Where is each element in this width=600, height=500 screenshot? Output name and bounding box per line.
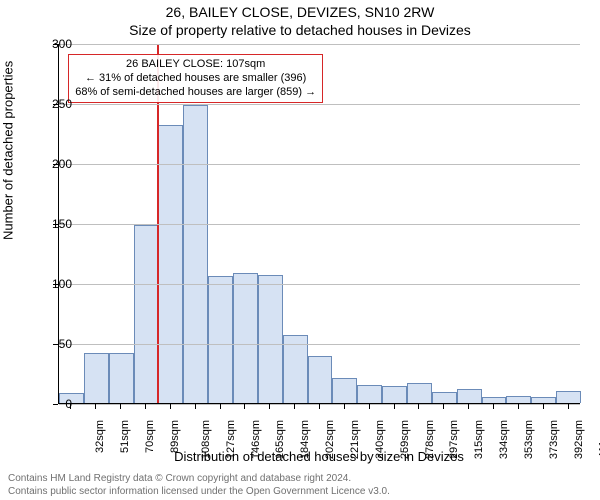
y-tick-label: 150 <box>32 217 72 231</box>
histogram-bar <box>407 383 432 403</box>
y-axis-label: Number of detached properties <box>1 61 16 240</box>
x-tick-mark <box>394 404 395 409</box>
x-tick-mark <box>493 404 494 409</box>
chart-title-main: 26, BAILEY CLOSE, DEVIZES, SN10 2RW <box>0 4 600 20</box>
histogram-bar <box>432 392 457 403</box>
gridline-h <box>59 344 580 345</box>
y-tick-label: 100 <box>32 277 72 291</box>
x-axis-label: Distribution of detached houses by size … <box>58 449 580 464</box>
histogram-bar <box>84 353 109 403</box>
x-tick-mark <box>220 404 221 409</box>
x-tick-mark <box>568 404 569 409</box>
histogram-bar <box>308 356 333 403</box>
histogram-bar <box>208 276 233 403</box>
x-tick-mark <box>468 404 469 409</box>
y-tick-label: 200 <box>32 157 72 171</box>
footer-attribution: Contains HM Land Registry data © Crown c… <box>8 472 592 498</box>
histogram-bar <box>506 396 531 403</box>
histogram-bar <box>556 391 581 403</box>
histogram-bar <box>457 389 482 403</box>
gridline-h <box>59 164 580 165</box>
x-tick-mark <box>170 404 171 409</box>
y-tick-label: 50 <box>32 337 72 351</box>
x-tick-mark <box>543 404 544 409</box>
x-tick-mark <box>518 404 519 409</box>
x-tick-mark <box>269 404 270 409</box>
x-tick-mark <box>244 404 245 409</box>
x-tick-mark <box>145 404 146 409</box>
gridline-h <box>59 284 580 285</box>
x-tick-mark <box>344 404 345 409</box>
gridline-h <box>59 104 580 105</box>
y-tick-label: 300 <box>32 37 72 51</box>
histogram-bar <box>233 273 258 403</box>
histogram-bar <box>134 225 159 403</box>
annotation-line: 26 BAILEY CLOSE: 107sqm <box>75 58 316 72</box>
plot-area: 26 BAILEY CLOSE: 107sqm← 31% of detached… <box>58 44 580 404</box>
annotation-box: 26 BAILEY CLOSE: 107sqm← 31% of detached… <box>68 54 323 103</box>
histogram-bar <box>158 125 183 403</box>
x-tick-mark <box>195 404 196 409</box>
gridline-h <box>59 44 580 45</box>
histogram-bar <box>482 397 507 403</box>
gridline-h <box>59 224 580 225</box>
histogram-bar <box>258 275 283 403</box>
chart-title-sub: Size of property relative to detached ho… <box>0 22 600 38</box>
histogram-bar <box>183 105 208 403</box>
x-tick-mark <box>294 404 295 409</box>
histogram-bar <box>531 397 556 403</box>
x-tick-mark <box>319 404 320 409</box>
x-tick-mark <box>120 404 121 409</box>
histogram-bar <box>332 378 357 403</box>
x-tick-mark <box>418 404 419 409</box>
footer-line-1: Contains HM Land Registry data © Crown c… <box>8 472 592 485</box>
histogram-bar <box>357 385 382 403</box>
chart-container: 26, BAILEY CLOSE, DEVIZES, SN10 2RW Size… <box>0 0 600 500</box>
y-tick-label: 250 <box>32 97 72 111</box>
y-tick-label: 0 <box>32 397 72 411</box>
footer-line-2: Contains public sector information licen… <box>8 485 592 498</box>
x-tick-mark <box>443 404 444 409</box>
annotation-line: 68% of semi-detached houses are larger (… <box>75 86 316 100</box>
x-tick-mark <box>369 404 370 409</box>
x-tick-mark <box>70 404 71 409</box>
annotation-line: ← 31% of detached houses are smaller (39… <box>75 72 316 86</box>
histogram-bar <box>382 386 407 403</box>
histogram-bar <box>109 353 134 403</box>
x-tick-mark <box>95 404 96 409</box>
